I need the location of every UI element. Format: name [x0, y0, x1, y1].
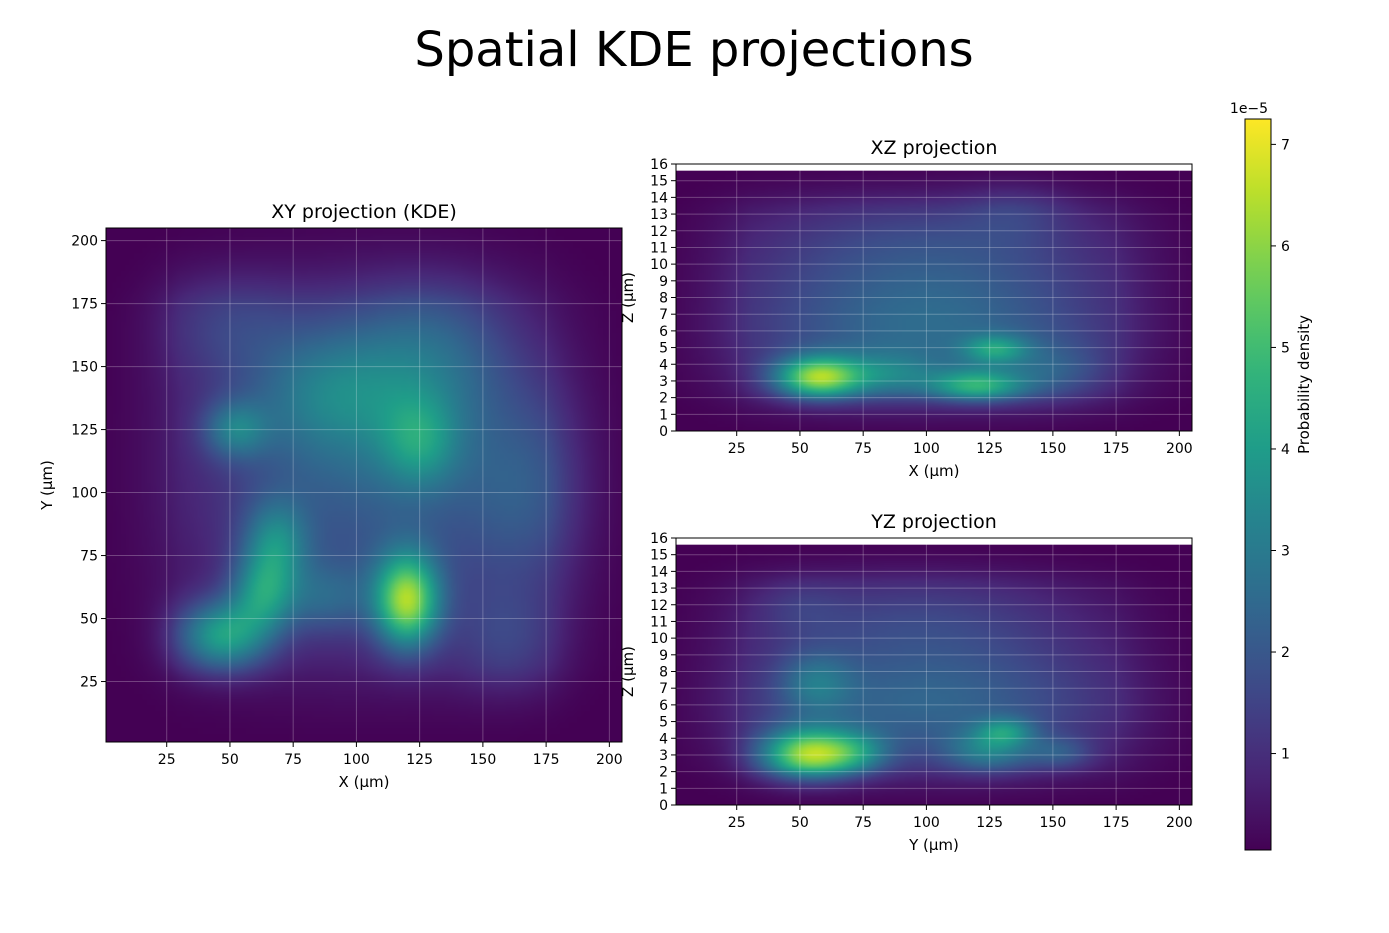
- x-axis-label: X (µm): [339, 773, 390, 791]
- y-tick-label: 10: [650, 631, 668, 647]
- colorbar-exponent: 1e−5: [1230, 101, 1268, 117]
- figure-title: Spatial KDE projections: [414, 22, 973, 78]
- x-tick-label: 175: [533, 752, 560, 768]
- x-tick-label: 50: [221, 752, 239, 768]
- y-tick-label: 9: [659, 648, 668, 664]
- y-tick-label: 13: [650, 581, 668, 597]
- y-tick-label: 3: [659, 374, 668, 390]
- x-axis-label: X (µm): [909, 462, 960, 480]
- y-tick-label: 11: [650, 614, 668, 630]
- x-tick-label: 75: [854, 441, 872, 457]
- y-tick-label: 12: [650, 598, 668, 614]
- colorbar-tick-label: 7: [1281, 137, 1290, 153]
- y-tick-label: 1: [659, 781, 668, 797]
- panel-3: 25 50 75 100 125 150 175 2000123456789101112131…: [619, 511, 1193, 854]
- x-tick-label: 200: [1166, 815, 1193, 831]
- x-tick-label: 200: [1166, 441, 1193, 457]
- y-axis-label: Y (µm): [38, 460, 56, 511]
- y-tick-label: 7: [659, 307, 668, 323]
- y-tick-label: 50: [80, 612, 98, 628]
- axes-title: XY projection (KDE): [271, 201, 457, 223]
- x-tick-label: 25: [158, 752, 176, 768]
- y-axis-label: Z (µm): [619, 272, 637, 323]
- x-tick-label: 150: [470, 752, 497, 768]
- x-tick-label: 75: [854, 815, 872, 831]
- axes-title: XZ projection: [871, 137, 998, 159]
- x-tick-label: 200: [596, 752, 623, 768]
- colorbar-tick-label: 5: [1281, 340, 1290, 356]
- x-tick-label: 175: [1103, 815, 1130, 831]
- y-tick-label: 8: [659, 291, 668, 307]
- x-axis-label: Y (µm): [908, 836, 959, 854]
- x-tick-label: 25: [728, 441, 746, 457]
- y-tick-label: 6: [659, 324, 668, 340]
- colorbar-gradient: [1244, 118, 1272, 851]
- axes-title: YZ projection: [870, 511, 997, 533]
- y-tick-label: 7: [659, 681, 668, 697]
- colorbar-tick-label: 1: [1281, 747, 1290, 763]
- x-tick-label: 25: [728, 815, 746, 831]
- y-tick-label: 25: [80, 675, 98, 691]
- y-tick-label: 8: [659, 665, 668, 681]
- y-tick-label: 4: [659, 731, 668, 747]
- y-tick-label: 0: [659, 798, 668, 814]
- y-tick-label: 5: [659, 341, 668, 357]
- colorbar-tick-label: 2: [1281, 645, 1290, 661]
- y-axis-label: Z (µm): [619, 646, 637, 697]
- x-tick-label: 50: [791, 441, 809, 457]
- x-tick-label: 75: [284, 752, 302, 768]
- y-tick-label: 200: [71, 234, 98, 250]
- panels: 25 50 75 100 125 150 175 2002550751001251501752…: [38, 137, 1193, 854]
- x-tick-label: 50: [791, 815, 809, 831]
- y-tick-label: 14: [650, 190, 668, 206]
- heatmap-image: [676, 544, 1192, 805]
- x-tick-label: 150: [1040, 441, 1067, 457]
- y-tick-label: 12: [650, 224, 668, 240]
- y-tick-label: 9: [659, 274, 668, 290]
- y-tick-label: 2: [659, 391, 668, 407]
- y-tick-label: 13: [650, 207, 668, 223]
- x-tick-label: 100: [913, 815, 940, 831]
- y-tick-label: 5: [659, 715, 668, 731]
- y-tick-label: 6: [659, 698, 668, 714]
- panel-2: 25 50 75 100 125 150 175 2000123456789101112131…: [619, 137, 1193, 480]
- y-tick-label: 10: [650, 257, 668, 273]
- y-tick-label: 125: [71, 423, 98, 439]
- y-tick-label: 4: [659, 357, 668, 373]
- y-tick-label: 175: [71, 297, 98, 313]
- y-tick-label: 15: [650, 174, 668, 190]
- heatmap-image: [676, 170, 1192, 432]
- x-tick-label: 150: [1040, 815, 1067, 831]
- colorbar-label: Probability density: [1295, 315, 1313, 454]
- y-tick-label: 0: [659, 424, 668, 440]
- colorbar: 1 2 3 4 5 6 7 1e−5 Probability density: [1230, 101, 1313, 851]
- colorbar-tick-label: 4: [1281, 442, 1290, 458]
- x-tick-label: 125: [976, 441, 1003, 457]
- x-tick-label: 125: [976, 815, 1003, 831]
- y-tick-label: 15: [650, 548, 668, 564]
- x-tick-label: 100: [913, 441, 940, 457]
- heatmap-image: [106, 228, 622, 742]
- y-tick-label: 100: [71, 486, 98, 502]
- y-tick-label: 150: [71, 360, 98, 376]
- y-tick-label: 14: [650, 564, 668, 580]
- y-tick-label: 1: [659, 407, 668, 423]
- x-tick-label: 100: [343, 752, 370, 768]
- x-tick-label: 175: [1103, 441, 1130, 457]
- axes-frame: [105, 227, 623, 743]
- y-tick-label: 16: [650, 157, 668, 173]
- y-tick-label: 3: [659, 748, 668, 764]
- colorbar-tick-label: 6: [1281, 239, 1290, 255]
- y-tick-label: 2: [659, 765, 668, 781]
- panel-1: 25 50 75 100 125 150 175 200 25 50 75 100 125 150 175 2…: [38, 201, 623, 791]
- colorbar-tick-label: 3: [1281, 543, 1290, 559]
- y-tick-label: 75: [80, 549, 98, 565]
- y-tick-label: 11: [650, 240, 668, 256]
- y-tick-label: 16: [650, 531, 668, 547]
- x-tick-label: 125: [406, 752, 433, 768]
